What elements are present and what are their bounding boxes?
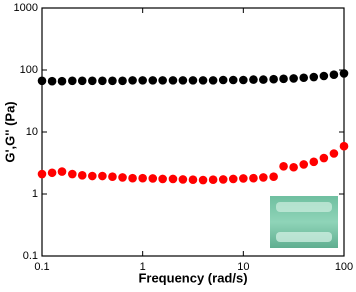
x-tick-label: 1 (140, 261, 146, 273)
data-point (68, 169, 77, 179)
data-point (158, 76, 167, 85)
y-tick-label: 10 (26, 126, 38, 138)
x-tick-label: 10 (237, 261, 249, 273)
data-point (218, 175, 228, 184)
data-point (218, 75, 228, 85)
data-point (299, 73, 309, 83)
data-point (289, 74, 298, 83)
data-point (339, 69, 349, 78)
data-point (208, 76, 218, 85)
data-point (57, 167, 67, 176)
data-point (319, 153, 329, 163)
data-point (128, 76, 137, 85)
data-point (118, 173, 127, 182)
y-tick-label: 0.1 (23, 250, 38, 262)
data-point (198, 175, 208, 185)
data-point (148, 174, 158, 183)
data-point (98, 76, 107, 86)
data-point (228, 174, 238, 184)
data-point (47, 76, 57, 86)
data-point (108, 172, 117, 182)
data-point (168, 174, 178, 184)
data-point (279, 74, 288, 84)
data-point (309, 72, 319, 82)
data-point (68, 76, 77, 86)
data-point (269, 74, 278, 84)
data-point (88, 171, 97, 181)
data-point (108, 76, 117, 86)
data-point (259, 75, 268, 84)
data-point (319, 71, 329, 81)
x-tick-label: 0.1 (34, 261, 49, 273)
data-point (37, 169, 47, 179)
data-point (198, 76, 208, 85)
data-point (77, 76, 87, 86)
data-point (228, 75, 238, 85)
data-point (98, 171, 107, 181)
data-point (259, 173, 268, 182)
data-point (208, 175, 218, 185)
data-point (329, 70, 339, 79)
data-point (77, 171, 87, 180)
data-point (57, 76, 67, 86)
data-point (239, 174, 248, 183)
data-point (279, 161, 288, 171)
data-point (128, 173, 137, 183)
data-point (309, 157, 319, 167)
data-point (138, 76, 147, 85)
data-point (269, 172, 278, 182)
data-point (47, 168, 57, 178)
data-point (188, 175, 198, 185)
x-tick-label: 100 (335, 261, 353, 273)
data-point (329, 149, 339, 158)
data-point (168, 76, 178, 85)
data-point (239, 75, 248, 85)
data-point (138, 173, 147, 183)
data-point (148, 76, 158, 85)
y-tick-label: 1 (32, 188, 38, 200)
y-axis-label: G',G'' (Pa) (2, 101, 17, 162)
data-point (249, 173, 258, 183)
photo-highlight (276, 232, 332, 242)
data-point (178, 76, 188, 85)
y-tick-label: 1000 (14, 2, 38, 14)
data-point (88, 76, 97, 86)
inset-photo (270, 196, 338, 248)
data-point (339, 141, 349, 151)
data-point (118, 76, 127, 86)
data-point (188, 76, 198, 85)
data-point (249, 75, 258, 84)
y-tick-label: 100 (20, 64, 38, 76)
photo-highlight (276, 202, 332, 212)
data-point (37, 76, 47, 86)
data-point (299, 160, 309, 169)
data-point (158, 174, 167, 184)
data-point (289, 162, 298, 172)
data-point (178, 175, 188, 184)
x-axis-label: Frequency (rad/s) (138, 270, 247, 285)
